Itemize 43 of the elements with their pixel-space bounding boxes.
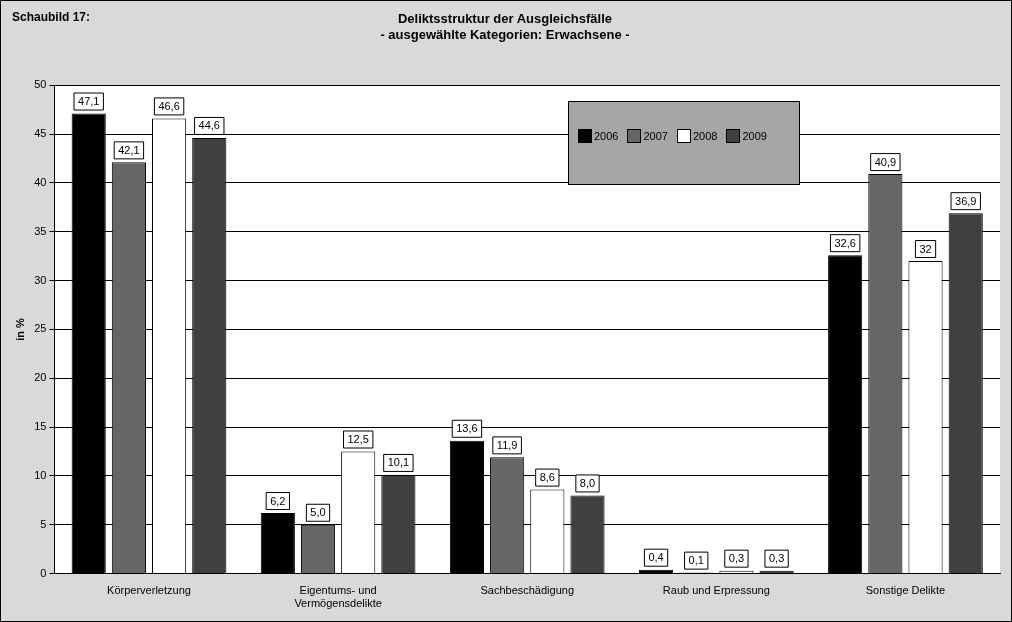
data-label: 32 (919, 242, 932, 255)
data-label: 8,6 (539, 471, 555, 484)
text: Schaubild 17: (12, 10, 91, 25)
y-tick-label: 45 (34, 127, 47, 140)
legend-label: 2009 (742, 130, 767, 143)
data-label: 42,1 (118, 143, 140, 156)
x-tick-label: Körperverletzung (107, 584, 191, 597)
y-tick-label: 5 (40, 517, 47, 530)
x-tick-label: Sachbeschädigung (480, 584, 575, 597)
y-tick-label: 40 (34, 175, 47, 188)
legend-label: 2008 (692, 130, 718, 143)
legend-label: 2007 (643, 130, 668, 143)
legend-label: 2006 (594, 130, 619, 143)
data-label: 13,6 (456, 422, 478, 435)
data-label: 0,4 (648, 551, 664, 564)
data-label: 0,3 (728, 552, 745, 565)
data-label: 6,2 (270, 494, 286, 507)
data-label: 44,6 (198, 119, 220, 132)
y-tick-label: 15 (34, 420, 47, 433)
y-tick-label: 25 (34, 322, 47, 335)
data-label: 36,9 (955, 194, 977, 207)
data-label: 8,0 (579, 476, 596, 489)
y-tick-label: 0 (40, 566, 47, 579)
x-tick-label: Sonstige Delikte (865, 584, 946, 597)
y-axis-title: in % (13, 317, 26, 341)
y-tick-label: 35 (34, 224, 47, 237)
data-label: 12,5 (347, 433, 369, 446)
data-label: 47,1 (78, 95, 100, 108)
data-label: 32,6 (834, 236, 856, 249)
data-label: 5,0 (310, 506, 326, 519)
data-label: 10,1 (387, 456, 410, 469)
y-tick-label: 20 (34, 371, 47, 384)
data-label: 46,6 (158, 99, 180, 112)
chart-title: Deliktsstruktur der Ausgleichsfälle - ausgewählte Kategorien: Erwachsene - (380, 11, 630, 42)
x-tick-label: Eigentums- und Vermögensdelikte (294, 584, 382, 610)
y-tick-label: 50 (34, 78, 47, 91)
x-tick-label: Raub und Erpressung (662, 584, 770, 597)
data-label: 40,9 (874, 155, 897, 168)
y-tick-label: 10 (34, 468, 47, 481)
data-label: 11,9 (496, 438, 518, 451)
data-label: 0,3 (768, 552, 785, 565)
data-label: 0,1 (688, 554, 704, 567)
y-tick-label: 30 (34, 273, 47, 286)
